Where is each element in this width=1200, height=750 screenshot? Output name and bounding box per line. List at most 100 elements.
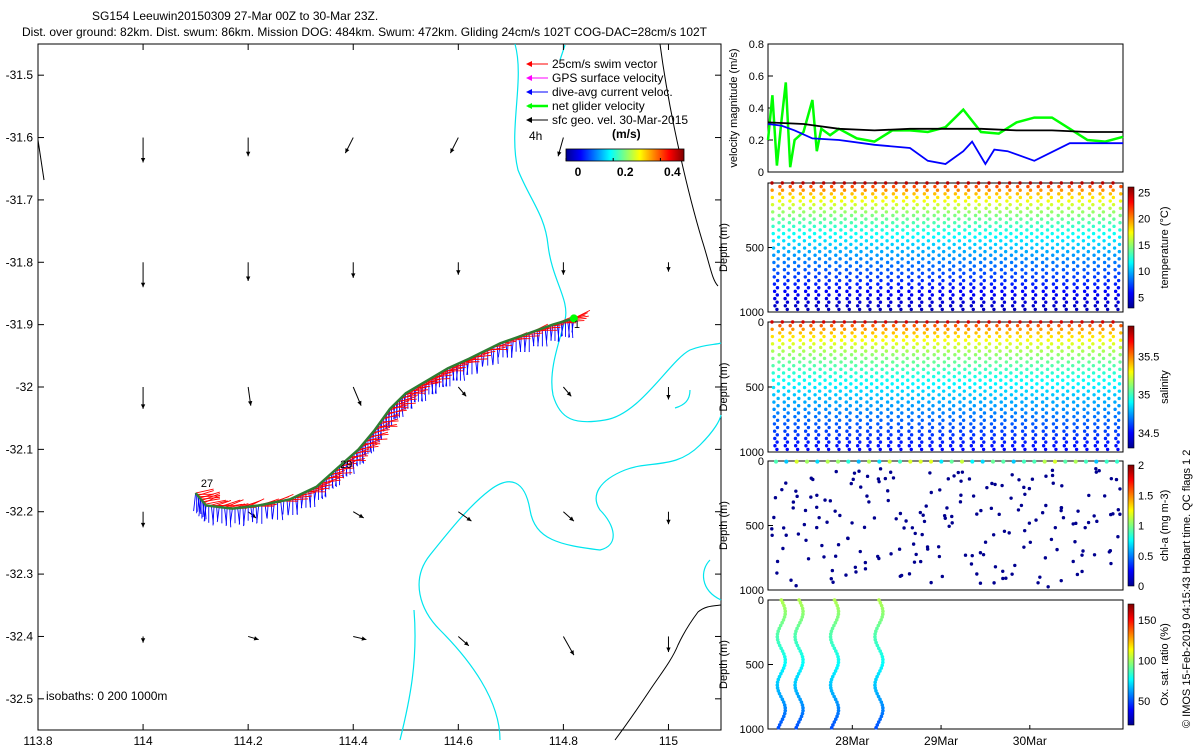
salinity-point [843,363,848,368]
temperature-point [920,300,924,304]
chla-point [943,516,947,520]
salinity-point [1061,400,1065,404]
salinity-point [1009,400,1014,404]
chla-point [805,459,809,464]
chla-point [897,547,902,551]
salinity-point [962,389,967,393]
oxygen-point [783,706,788,710]
temperature-point [933,184,937,189]
salinity-point [1080,320,1084,324]
temperature-point [901,221,905,225]
salinity-point [801,327,805,331]
salinity-point [880,353,885,357]
temperature-point [776,242,781,247]
salinity-point [899,425,904,430]
temperature-point [1118,199,1123,203]
oxygen-tick-label: 1000 [740,724,764,736]
salinity-point [1046,323,1051,328]
oxygen-point [876,623,881,628]
temperature-point [1062,304,1067,308]
chla-point [1022,528,1027,533]
temperature-point [992,278,997,283]
salinity-point [834,400,838,404]
oxygen-point [798,669,802,673]
salinity-point [1030,378,1034,382]
temperature-point [1066,235,1070,239]
temperature-point [796,278,801,283]
salinity-point [785,433,790,437]
temperature-point [906,253,910,257]
chla-point [939,459,944,464]
temperature-point [773,296,777,301]
temperature-point [787,228,791,232]
salinity-point [1054,447,1058,452]
temperature-point [946,202,950,207]
chla-point [829,577,833,581]
salinity-point [842,334,847,339]
temperature-point [963,213,967,218]
salinity-point [837,440,841,444]
temperature-point [775,286,780,290]
temperature-point [915,202,919,207]
salinity-point [773,444,777,448]
temperature-point [959,304,963,308]
salinity-point [1010,429,1014,433]
temperature-point [958,253,962,257]
salinity-point [895,363,899,368]
temperature-point [961,300,965,304]
dac-vector [369,436,372,454]
salinity-point [863,327,867,331]
salinity-point [771,363,775,368]
salinity-point [993,374,998,379]
temperature-point [833,246,838,250]
salinity-point [1052,444,1056,448]
temperature-point [786,257,791,261]
chla-point [770,533,774,537]
chla-point [993,565,998,569]
temperature-point [998,210,1002,214]
salinity-point [1113,414,1117,419]
salinity-point [1077,360,1081,364]
oxygen-point [836,706,841,710]
salinity-point [958,400,962,404]
salinity-point [961,418,966,422]
chla-point [1104,459,1109,464]
salinity-point [958,407,962,412]
chla-point [833,554,838,558]
temperature-point [786,278,790,283]
salinity-point [1054,433,1058,437]
oxygen-point [836,609,841,614]
oxygen-point [879,603,884,608]
temperature-point [915,188,919,192]
temperature-point [948,282,952,286]
salinity-point [1101,342,1105,346]
salinity-point [886,422,890,426]
salinity-point [858,404,863,408]
temperature-point [1071,231,1075,236]
oxygen-point [829,637,833,642]
salinity-point [873,320,878,324]
salinity-point [1103,444,1108,448]
temperature-point [953,184,958,189]
temperature-point [894,202,899,207]
title-line-2: Dist. over ground: 82km. Dist. swum: 86k… [22,25,708,39]
temperature-point [1085,286,1090,290]
temperature-point [1060,231,1065,236]
salinity-point [778,331,782,335]
oxygen-point [800,711,805,716]
temperature-point [1040,253,1045,257]
temperature-point [1034,286,1038,290]
chla-point [889,552,893,556]
temperature-point [961,293,965,297]
salinity-point [874,356,878,361]
temperature-point [950,307,955,312]
salinity-point [921,382,925,386]
salinity-point [1066,360,1071,364]
salinity-point [1029,356,1033,361]
temperature-point [1007,181,1012,185]
oxygen-point [875,723,880,727]
salinity-point [793,407,797,412]
temperature-point [930,293,934,297]
temperature-point [967,217,971,221]
salinity-point [798,331,803,335]
